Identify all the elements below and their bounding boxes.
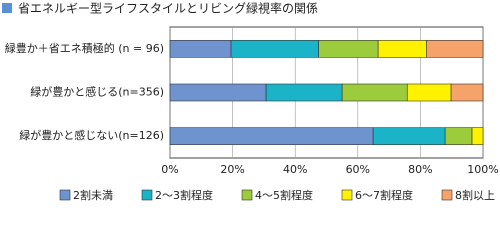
legend-swatch <box>59 189 71 201</box>
x-tick-label: 80% <box>408 163 432 176</box>
bar-segment <box>318 40 379 58</box>
bar-segment <box>426 40 484 58</box>
bar-segment <box>265 83 343 102</box>
x-tick-label: 20% <box>220 163 244 176</box>
bar-segment <box>230 40 319 58</box>
y-tick-label: 緑が豊かと感じる(n=356) <box>30 85 164 99</box>
x-tick-label: 100% <box>467 163 498 176</box>
x-tick-label: 0% <box>161 163 178 176</box>
legend-swatch <box>441 189 453 201</box>
bar-segment <box>471 127 484 145</box>
legend-label: 2～3割程度 <box>155 188 213 202</box>
y-tick-label: 緑豊か＋省エネ積極的 (n = 96) <box>5 41 164 55</box>
bar-segment <box>169 40 232 58</box>
legend-label: 2割未満 <box>73 188 113 202</box>
legend-label: 6～7割程度 <box>355 188 413 202</box>
bar-segment <box>377 40 427 58</box>
chart-title: 省エネルギー型ライフスタイルとリビング緑視率の関係 <box>18 1 318 16</box>
x-tick-label: 40% <box>283 163 307 176</box>
bar-segment <box>372 127 446 145</box>
legend-label: 8割以上 <box>455 188 495 202</box>
x-tick-label: 60% <box>346 163 370 176</box>
chart: 省エネルギー型ライフスタイルとリビング緑視率の関係 0% 20% 40% 60% 80%… <box>2 1 499 202</box>
bar-segment <box>169 127 374 145</box>
bar-segment <box>450 83 484 102</box>
bar-segment <box>406 83 452 102</box>
bar-segment <box>444 127 473 145</box>
legend-swatch <box>341 189 353 201</box>
title-icon <box>2 3 12 13</box>
legend-swatch <box>241 189 253 201</box>
y-tick-label: 緑が豊かと感じない(n=126) <box>19 128 164 142</box>
legend-label: 4～5割程度 <box>255 188 313 202</box>
legend-swatch <box>141 189 153 201</box>
bar-segment <box>169 83 267 102</box>
bar-segment <box>341 83 408 102</box>
